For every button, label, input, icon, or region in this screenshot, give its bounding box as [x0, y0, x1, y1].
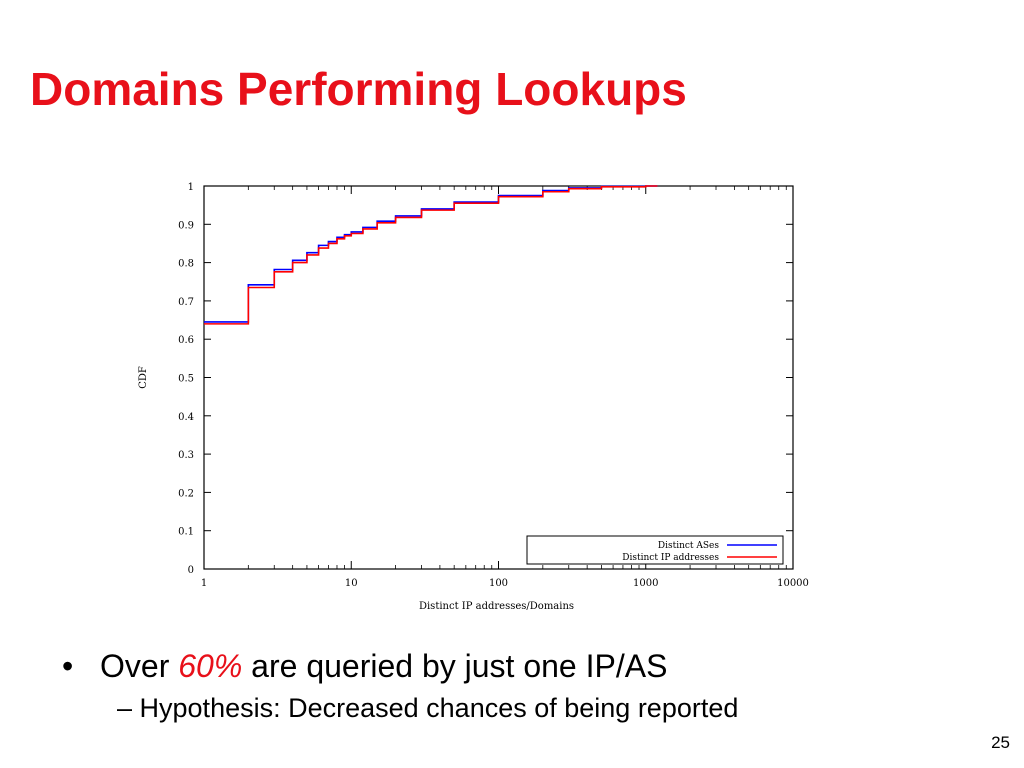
bullet-dot: • — [62, 648, 74, 684]
y-tick-label: 0.6 — [178, 335, 194, 346]
bullet-list: • Over 60% are queried by just one IP/AS … — [62, 648, 738, 724]
slide-title: Domains Performing Lookups — [30, 63, 687, 115]
series-line-distinct-ases — [204, 185, 658, 323]
y-axis-label: CDF — [138, 366, 149, 389]
x-tick-label: 1000 — [633, 578, 658, 589]
bullet-highlight: 60% — [178, 648, 243, 684]
series-line-distinct-ip-addresses — [204, 185, 658, 325]
x-tick-label: 100 — [489, 578, 508, 589]
bullet-prefix: Over — [100, 648, 179, 684]
x-tick-label: 1 — [201, 578, 207, 589]
legend-label: Distinct ASes — [658, 541, 720, 551]
y-tick-label: 0.8 — [178, 259, 194, 270]
x-axis-label: Distinct IP addresses/Domains — [419, 601, 574, 612]
y-tick-label: 0.7 — [178, 297, 194, 308]
y-tick-label: 1 — [188, 182, 194, 193]
legend-label: Distinct IP addresses — [622, 553, 719, 563]
page-number: 25 — [991, 733, 1010, 752]
y-tick-label: 0.5 — [178, 374, 194, 385]
y-tick-label: 0.9 — [178, 220, 194, 231]
y-tick-label: 0.1 — [178, 527, 194, 538]
sub-bullet-dash: – — [117, 693, 140, 723]
bullet-suffix: are queried by just one IP/AS — [242, 648, 668, 684]
y-tick-label: 0 — [188, 565, 194, 576]
legend-box — [526, 535, 784, 565]
y-tick-label: 0.2 — [178, 488, 194, 499]
x-tick-label: 10 — [345, 578, 358, 589]
sub-bullet-item: – Hypothesis: Decreased chances of being… — [117, 693, 738, 724]
plot-frame — [203, 185, 794, 570]
y-tick-label: 0.4 — [178, 412, 194, 423]
bullet-item: • Over 60% are queried by just one IP/AS — [62, 648, 738, 685]
cdf-chart: 0 0.1 0.2 0.3 0.4 0.5 0.6 0.7 0.8 0.9 1 1 10 100 1000 1… — [138, 182, 809, 612]
y-tick-label: 0.3 — [178, 450, 194, 461]
x-tick-label: 10000 — [777, 578, 809, 589]
sub-bullet-text: Hypothesis: Decreased chances of being r… — [139, 693, 739, 723]
